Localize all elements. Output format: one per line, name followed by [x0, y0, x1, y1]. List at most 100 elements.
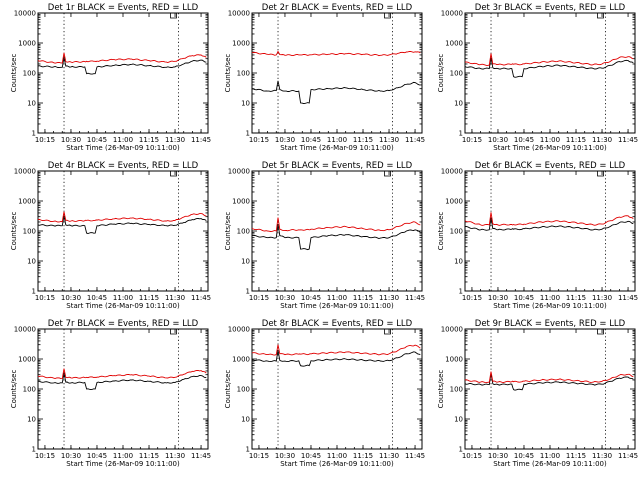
- y-tick-label: 1: [246, 288, 250, 296]
- y-tick-label: 10000: [441, 326, 463, 334]
- plot-frame: [464, 170, 636, 292]
- x-axis-label: Start Time (26-Mar-09 10:11:00): [280, 144, 394, 152]
- x-tick-label: 10:15: [249, 136, 269, 144]
- series-lld-line: [37, 52, 207, 64]
- interval-bracket: [170, 329, 177, 335]
- x-tick-label: 10:45: [514, 294, 534, 302]
- y-tick-label: 10: [454, 416, 463, 424]
- x-axis-label: Start Time (26-Mar-09 10:11:00): [493, 460, 607, 468]
- y-tick-label: 1000: [18, 40, 36, 48]
- x-tick-label: 10:45: [87, 452, 107, 460]
- x-tick-label: 11:45: [191, 136, 211, 144]
- x-tick-label: 10:30: [61, 136, 81, 144]
- y-tick-label: 10: [27, 258, 36, 266]
- x-tick-label: 11:15: [139, 294, 159, 302]
- y-tick-label: 10: [27, 100, 36, 108]
- y-tick-label: 100: [23, 386, 36, 394]
- panel-title: Det 2r BLACK = Events, RED = LLD: [262, 3, 413, 13]
- x-tick-label: 10:30: [275, 294, 295, 302]
- y-tick-label: 10: [241, 100, 250, 108]
- x-tick-label: 11:30: [165, 452, 185, 460]
- x-tick-label: 11:15: [139, 452, 159, 460]
- x-axis-label: Start Time (26-Mar-09 10:11:00): [280, 302, 394, 310]
- x-tick-label: 10:15: [249, 294, 269, 302]
- y-tick-label: 1: [32, 446, 36, 454]
- x-tick-label: 11:30: [592, 452, 612, 460]
- y-axis-label: Counts/sec: [10, 54, 18, 93]
- panel-title: Det 4r BLACK = Events, RED = LLD: [48, 161, 199, 171]
- x-axis-label: Start Time (26-Mar-09 10:11:00): [493, 144, 607, 152]
- y-tick-label: 1: [459, 446, 463, 454]
- panel-title: Det 1r BLACK = Events, RED = LLD: [48, 3, 199, 13]
- y-tick-label: 10: [454, 258, 463, 266]
- x-axis-label: Start Time (26-Mar-09 10:11:00): [66, 144, 180, 152]
- x-tick-label: 10:15: [462, 136, 482, 144]
- x-tick-label: 10:15: [462, 452, 482, 460]
- series-lld-line: [37, 211, 207, 223]
- x-tick-label: 11:45: [618, 294, 638, 302]
- plot-frame: [37, 328, 209, 450]
- panel-title: Det 6r BLACK = Events, RED = LLD: [475, 161, 626, 171]
- panel-det-6: Det 6r BLACK = Events, RED = LLD 1 10 100 10…: [437, 161, 638, 310]
- interval-bracket: [170, 171, 177, 177]
- plot-frame: [37, 170, 209, 292]
- y-tick-label: 10000: [14, 168, 36, 176]
- series-events-line: [464, 373, 634, 391]
- x-tick-label: 11:45: [618, 452, 638, 460]
- interval-bracket: [384, 171, 391, 177]
- x-tick-label: 10:15: [35, 294, 55, 302]
- series-lld-line: [251, 217, 421, 232]
- y-tick-label: 1: [32, 288, 36, 296]
- y-tick-label: 1000: [18, 356, 36, 364]
- panel-det-8: Det 8r BLACK = Events, RED = LLD 1 10 100 10…: [224, 319, 425, 468]
- y-tick-label: 100: [450, 228, 463, 236]
- series-events-line: [464, 217, 634, 231]
- y-tick-label: 10000: [14, 10, 36, 18]
- x-tick-label: 11:15: [139, 136, 159, 144]
- interval-bracket: [597, 171, 604, 177]
- x-axis-label: Start Time (26-Mar-09 10:11:00): [66, 302, 180, 310]
- x-tick-label: 10:15: [462, 294, 482, 302]
- interval-bracket: [597, 329, 604, 335]
- x-tick-label: 11:00: [540, 452, 560, 460]
- y-tick-label: 1: [459, 130, 463, 138]
- x-tick-label: 11:30: [165, 136, 185, 144]
- panel-det-5: Det 5r BLACK = Events, RED = LLD 1 10 100 10…: [224, 161, 425, 310]
- x-tick-label: 11:30: [379, 136, 399, 144]
- y-tick-label: 10000: [441, 10, 463, 18]
- series-events-line: [251, 80, 421, 104]
- y-tick-label: 1: [246, 446, 250, 454]
- panel-det-4: Det 4r BLACK = Events, RED = LLD 1 10 100 10…: [10, 161, 211, 310]
- x-tick-label: 10:30: [275, 136, 295, 144]
- x-axis-label: Start Time (26-Mar-09 10:11:00): [66, 460, 180, 468]
- x-tick-label: 10:45: [87, 136, 107, 144]
- plot-frame: [37, 12, 209, 134]
- y-tick-label: 100: [237, 70, 250, 78]
- x-tick-label: 10:30: [488, 294, 508, 302]
- x-tick-label: 11:15: [566, 136, 586, 144]
- panel-det-9: Det 9r BLACK = Events, RED = LLD 1 10 100 10…: [437, 319, 638, 468]
- plot-frame: [251, 12, 423, 134]
- x-tick-label: 11:15: [353, 452, 373, 460]
- y-tick-label: 100: [23, 228, 36, 236]
- panel-det-7: Det 7r BLACK = Events, RED = LLD 1 10 100 10…: [10, 319, 211, 468]
- series-events-line: [37, 373, 207, 390]
- interval-bracket: [597, 13, 604, 19]
- interval-bracket: [170, 13, 177, 19]
- y-tick-label: 1: [32, 130, 36, 138]
- panel-title: Det 3r BLACK = Events, RED = LLD: [475, 3, 626, 13]
- interval-bracket: [384, 13, 391, 19]
- y-tick-label: 10000: [228, 326, 250, 334]
- panel-title: Det 5r BLACK = Events, RED = LLD: [262, 161, 413, 171]
- x-tick-label: 10:30: [488, 452, 508, 460]
- x-tick-label: 10:45: [87, 294, 107, 302]
- y-axis-label: Counts/sec: [224, 212, 232, 251]
- x-tick-label: 11:00: [327, 452, 347, 460]
- x-tick-label: 11:45: [405, 136, 425, 144]
- x-tick-label: 10:45: [301, 452, 321, 460]
- series-events-line: [251, 349, 421, 367]
- series-lld-line: [464, 212, 634, 226]
- series-lld-line: [37, 368, 207, 380]
- x-tick-label: 11:45: [191, 452, 211, 460]
